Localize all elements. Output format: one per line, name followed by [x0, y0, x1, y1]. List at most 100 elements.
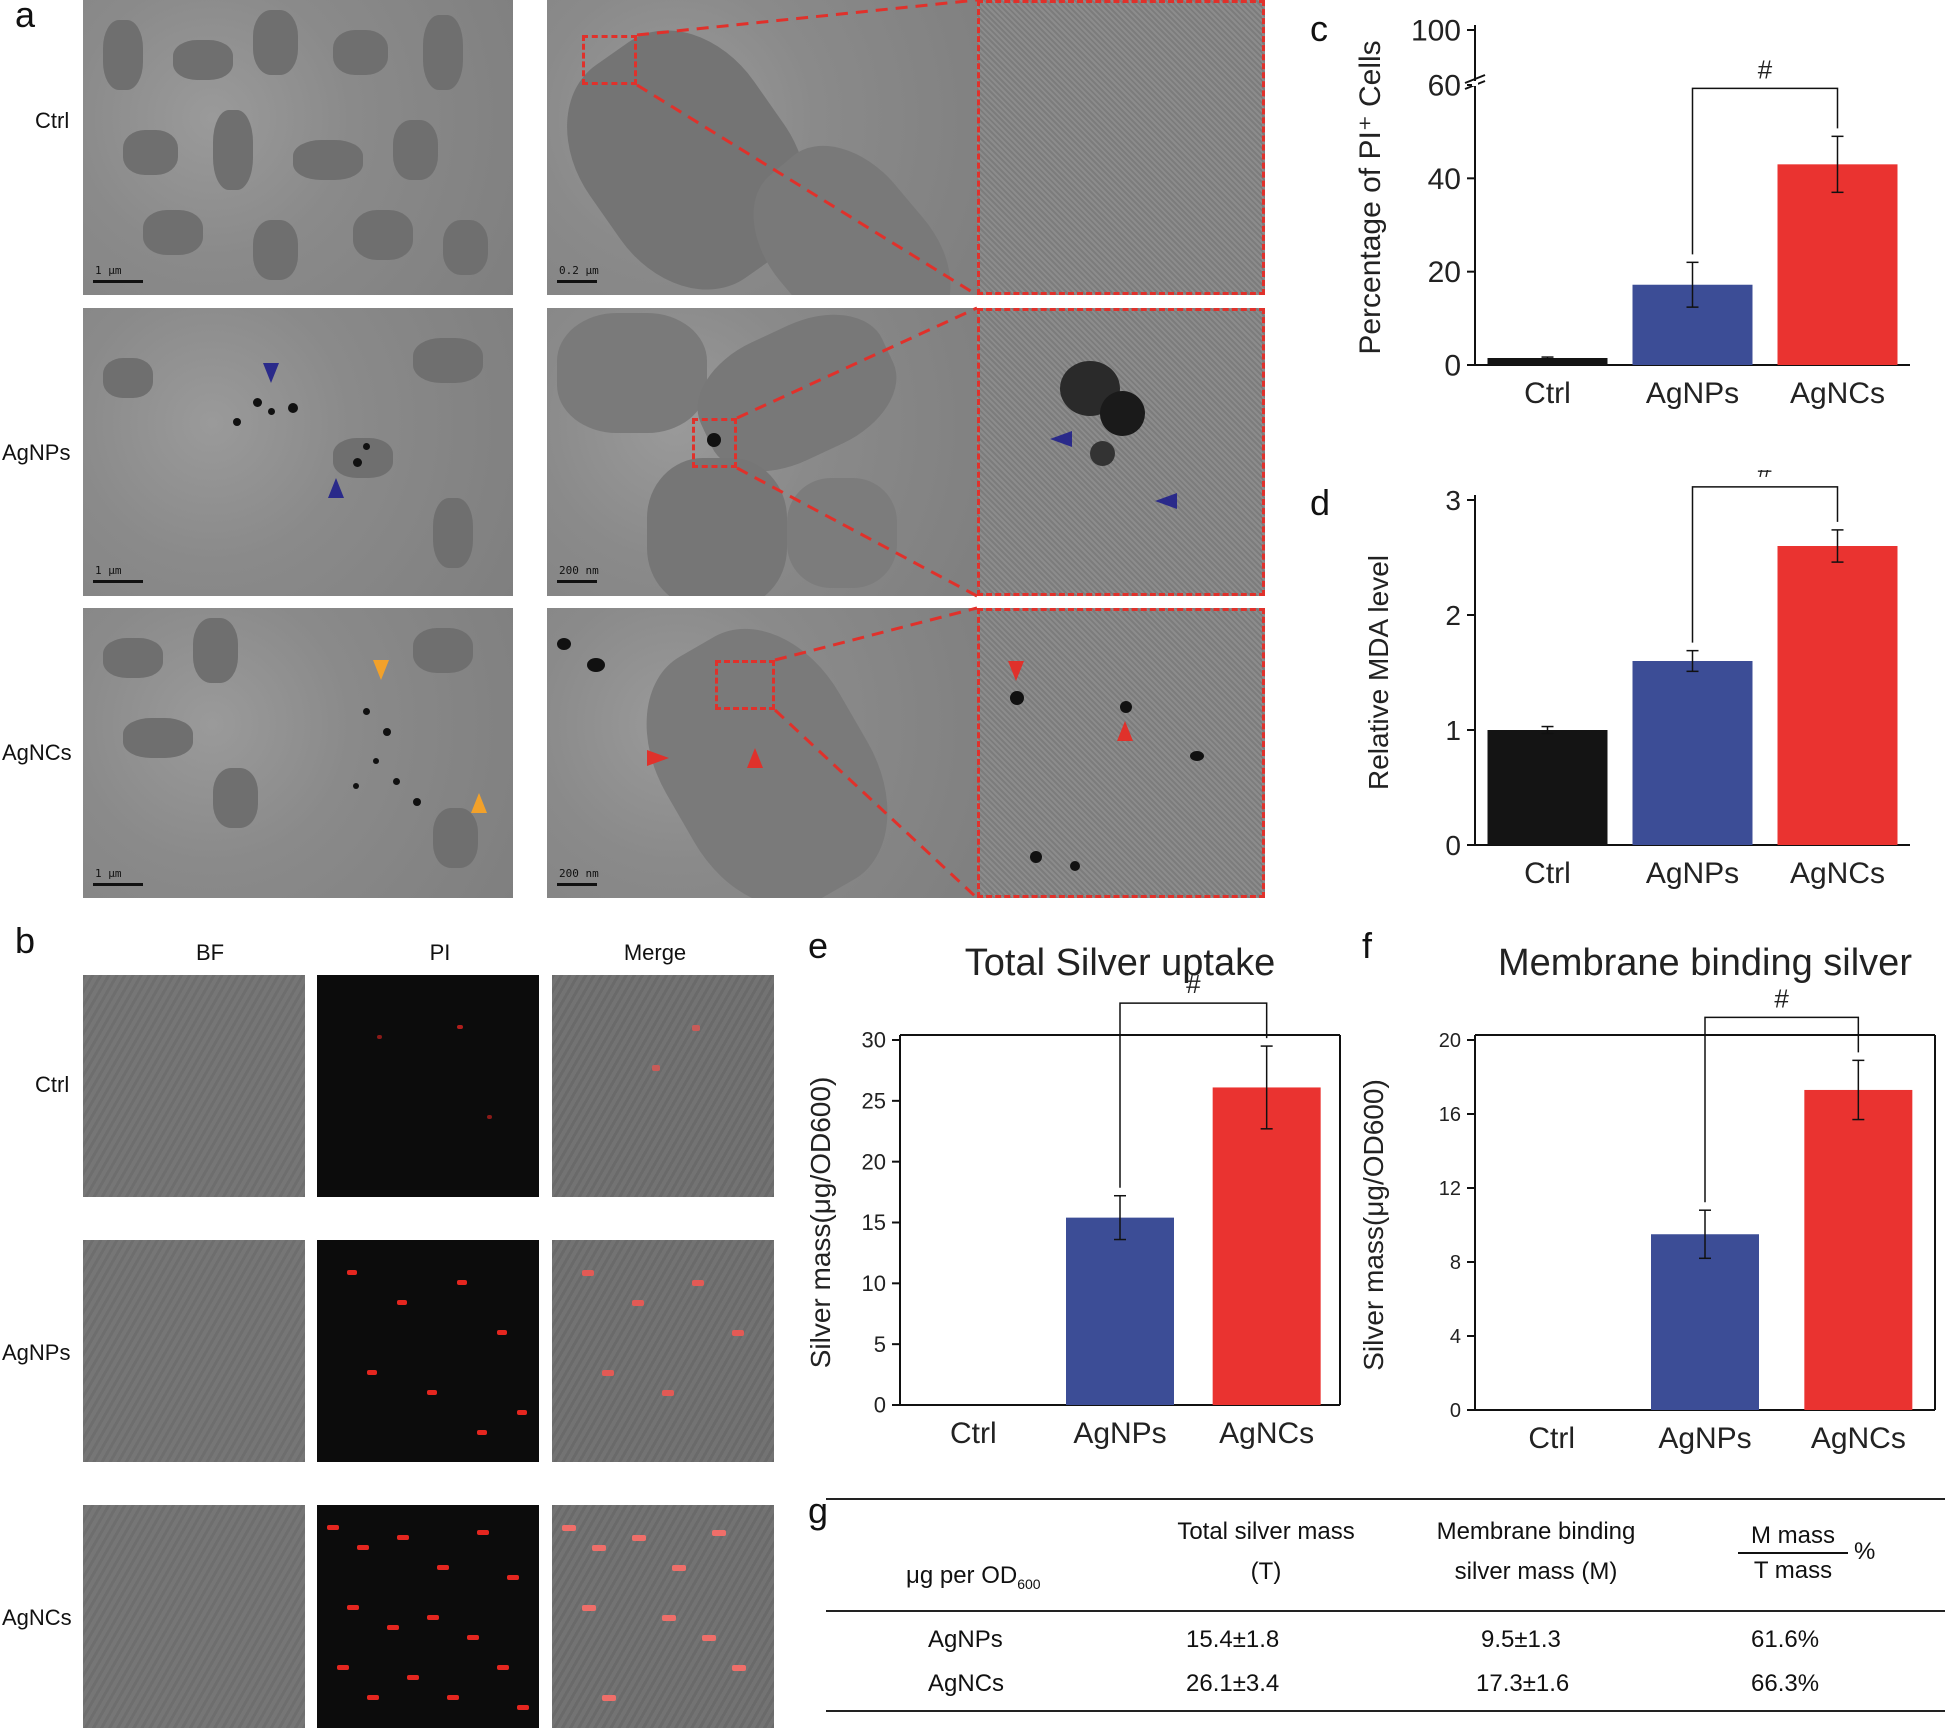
pi-agncs-image	[317, 1505, 539, 1728]
bf-agncs-image	[83, 1505, 305, 1728]
y-tick-label: 0	[1450, 1400, 1461, 1422]
scalebar-label: 1 μm	[95, 564, 122, 577]
y-tick-label: 20	[1439, 1030, 1461, 1052]
scalebar-label: 0.2 μm	[559, 264, 599, 277]
bar-ctrl	[1487, 730, 1608, 845]
y-tick-label: 40	[1428, 163, 1461, 196]
chart-title: Total Silver uptake	[965, 942, 1276, 984]
bf-agnps-image	[83, 1240, 305, 1462]
x-tick-label: AgNPs	[1646, 377, 1739, 410]
arrowhead-icon	[1008, 661, 1024, 681]
x-tick-label: AgNCs	[1219, 1417, 1314, 1450]
table-header-unit: μg per OD600	[906, 1562, 1041, 1592]
x-tick-label: Ctrl	[1524, 377, 1571, 410]
axis-break-gap	[1472, 81, 1478, 86]
significance-bracket	[1119, 1002, 1268, 1188]
chart-f: Membrane binding silver 0 4 8 12 16 20 Silver m…	[1358, 942, 1936, 1455]
y-axis-label: Relative MDA level	[1363, 555, 1394, 790]
fluor-col-label-pi: PI	[429, 940, 451, 965]
bar-ctrl	[1487, 358, 1608, 365]
chart-e: Total Silver uptake 0 5 10 15 20 25 30 Silver ma…	[805, 942, 1341, 1450]
table-row-membrane: 17.3±1.6	[1476, 1670, 1570, 1697]
scalebar-label: 1 μm	[95, 867, 122, 880]
bar-agncs	[1212, 1087, 1321, 1405]
table-row-name: AgNPs	[928, 1626, 1003, 1653]
significance-bracket	[1691, 486, 1839, 643]
table-row: AgNPs 15.4±1.8 9.5±1.3 61.6%	[826, 1626, 1945, 1666]
axis-break-mark	[1464, 74, 1486, 84]
table-row: AgNCs 26.1±3.4 17.3±1.6 66.3%	[826, 1670, 1945, 1710]
y-tick-label: 0	[1445, 830, 1461, 861]
pi-agnps-image	[317, 1240, 539, 1462]
y-tick-label: 20	[862, 1149, 886, 1174]
panel-letter-a: a	[15, 0, 36, 35]
x-tick-label: Ctrl	[1528, 1422, 1575, 1455]
y-tick-label: 5	[874, 1332, 886, 1357]
tem-agncs-overview: 1 μm	[83, 608, 513, 898]
table-g: μg per OD600 Total silver mass (T) Membr…	[826, 1498, 1945, 1728]
bar-agnps	[1632, 661, 1753, 845]
x-tick-label: Ctrl	[950, 1417, 997, 1450]
tem-agnps-zoom	[977, 308, 1265, 596]
tem-row-label-agnps: AgNPs	[2, 440, 71, 465]
tem-agnps-overview: 1 μm	[83, 308, 513, 596]
tem-ctrl-zoom	[977, 0, 1265, 295]
y-tick-label: 4	[1450, 1326, 1461, 1348]
y-tick-label: 10	[862, 1271, 886, 1296]
chart-d: 0 1 2 3 Relative MDA level Ctrl AgNPs AgNCs #	[1363, 470, 1910, 890]
significance-label: #	[1758, 470, 1773, 483]
tem-agncs-zoom	[977, 608, 1265, 898]
arrowhead-icon	[328, 478, 344, 498]
y-tick-label: 12	[1439, 1178, 1461, 1200]
y-tick-label: 3	[1445, 485, 1461, 516]
y-tick-label: 0	[874, 1393, 886, 1418]
merge-ctrl-image	[552, 975, 774, 1197]
arrowhead-icon	[263, 363, 279, 383]
table-header-ratio-pct: %	[1854, 1538, 1876, 1565]
y-tick-label: 20	[1428, 256, 1461, 289]
table-row-total: 15.4±1.8	[1186, 1626, 1280, 1653]
scalebar-label: 1 μm	[95, 264, 122, 277]
table-row-membrane: 9.5±1.3	[1481, 1626, 1561, 1653]
x-tick-label: AgNCs	[1790, 857, 1885, 890]
tem-row-label-ctrl: Ctrl	[35, 108, 70, 133]
fluor-col-label-bf: BF	[195, 940, 225, 965]
table-header-total-line2: (T)	[1250, 1558, 1282, 1585]
fluor-row-label-agncs: AgNCs	[2, 1605, 72, 1630]
table-header-ratio-num: M mass	[1738, 1520, 1848, 1554]
table-header-membrane-line1: Membrane binding	[1436, 1518, 1636, 1545]
arrowhead-icon	[471, 793, 487, 813]
zoom-connectors	[636, 0, 979, 900]
arrowhead-icon	[1117, 721, 1133, 741]
y-axis-label: Silver mass(μg/OD600)	[805, 1077, 836, 1369]
bar-agnps	[1066, 1217, 1174, 1405]
fluor-row-label-ctrl: Ctrl	[35, 1072, 70, 1097]
chart-c: 0 20 40 60 100 Percentage of PI⁺ Cells Ctrl AgN…	[1354, 15, 1910, 410]
panel-letter-c: c	[1310, 8, 1328, 49]
bar-agncs	[1777, 546, 1898, 845]
y-axis-label: Silver mass(μg/OD600)	[1358, 1079, 1389, 1371]
y-tick-label: 100	[1411, 15, 1461, 48]
arrowhead-icon	[647, 750, 669, 766]
x-tick-label: AgNCs	[1790, 377, 1885, 410]
table-row-name: AgNCs	[928, 1670, 1005, 1697]
panel-letter-b: b	[15, 920, 36, 961]
scalebar-label: 200 nm	[559, 867, 599, 880]
panel-letter-g: g	[808, 1490, 829, 1531]
arrowhead-icon	[1050, 431, 1072, 447]
tem-agncs-detail: 200 nm	[547, 608, 977, 898]
y-tick-label: 30	[862, 1028, 886, 1053]
table-row-ratio: 66.3%	[1751, 1670, 1820, 1697]
arrowhead-icon	[747, 748, 763, 768]
bf-ctrl-image	[83, 975, 305, 1197]
y-tick-label: 15	[862, 1210, 886, 1235]
table-header-ratio-den: T mass	[1753, 1557, 1833, 1584]
panel-letter-e: e	[808, 925, 829, 966]
y-tick-label: 2	[1445, 600, 1461, 631]
table-header-rule	[826, 1610, 1945, 1612]
y-tick-label: 25	[862, 1089, 886, 1114]
panel-letter-f: f	[1362, 925, 1373, 966]
y-tick-label: 1	[1445, 715, 1461, 746]
bar-agnps	[1651, 1234, 1759, 1410]
merge-agncs-image	[552, 1505, 774, 1728]
